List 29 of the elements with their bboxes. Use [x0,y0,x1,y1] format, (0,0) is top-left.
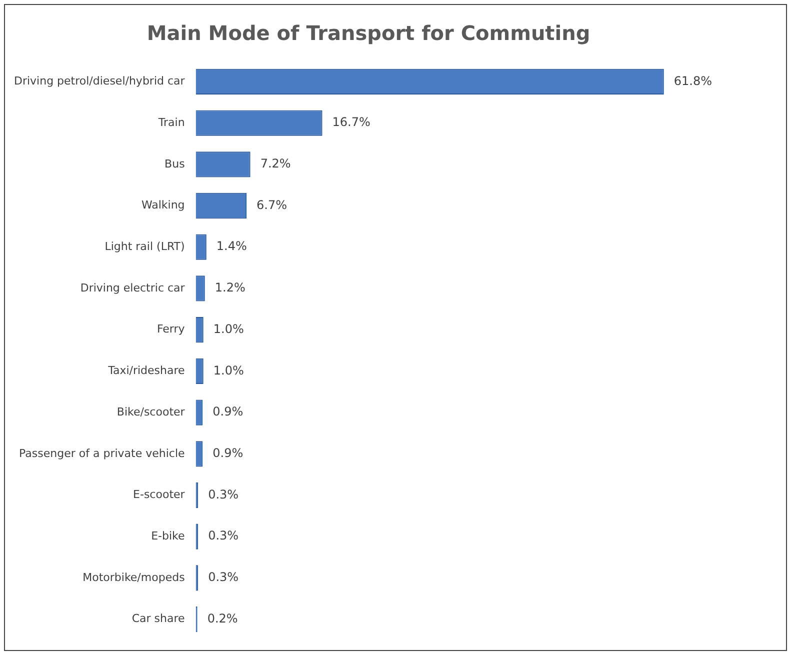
data-label: 61.8% [674,74,712,88]
data-label: 1.2% [214,280,246,295]
y-tick-label: Train [157,116,185,129]
y-tick-label: Motorbike/mopeds [82,570,186,584]
y-tick-label: Bus [164,157,186,170]
data-label: 1.0% [213,363,244,378]
data-label: 0.3% [208,487,239,502]
data-label: 0.3% [208,570,239,584]
y-tick-label: Driving electric car [80,281,186,294]
y-tick-label: Ferry [156,322,186,336]
y-tick-label: E-bike [151,529,186,542]
chart-title: Main Mode of Transport for Commuting [146,21,590,46]
y-tick-label: Passenger of a private vehicle [19,446,186,460]
y-tick-label: Taxi/rideshare [107,364,186,378]
y-tick-label: Walking [141,198,185,212]
data-label: 1.0% [213,322,244,336]
data-label: 6.7% [256,198,288,212]
data-label: 1.4% [216,239,247,254]
data-label: 0.9% [212,446,244,460]
y-tick-label: E-scooter [133,488,186,502]
y-tick-label: Light rail (LRT) [104,240,185,253]
data-label: 16.7% [332,115,370,130]
y-tick-label: Bike/scooter [116,405,186,418]
data-label: 0.3% [208,528,239,543]
y-tick-label: Car share [132,612,186,626]
y-tick-label: Driving petrol/diesel/hybrid car [14,74,186,88]
data-label: 0.9% [212,404,244,419]
data-label: 0.2% [207,611,238,626]
data-label: 7.2% [260,156,291,171]
